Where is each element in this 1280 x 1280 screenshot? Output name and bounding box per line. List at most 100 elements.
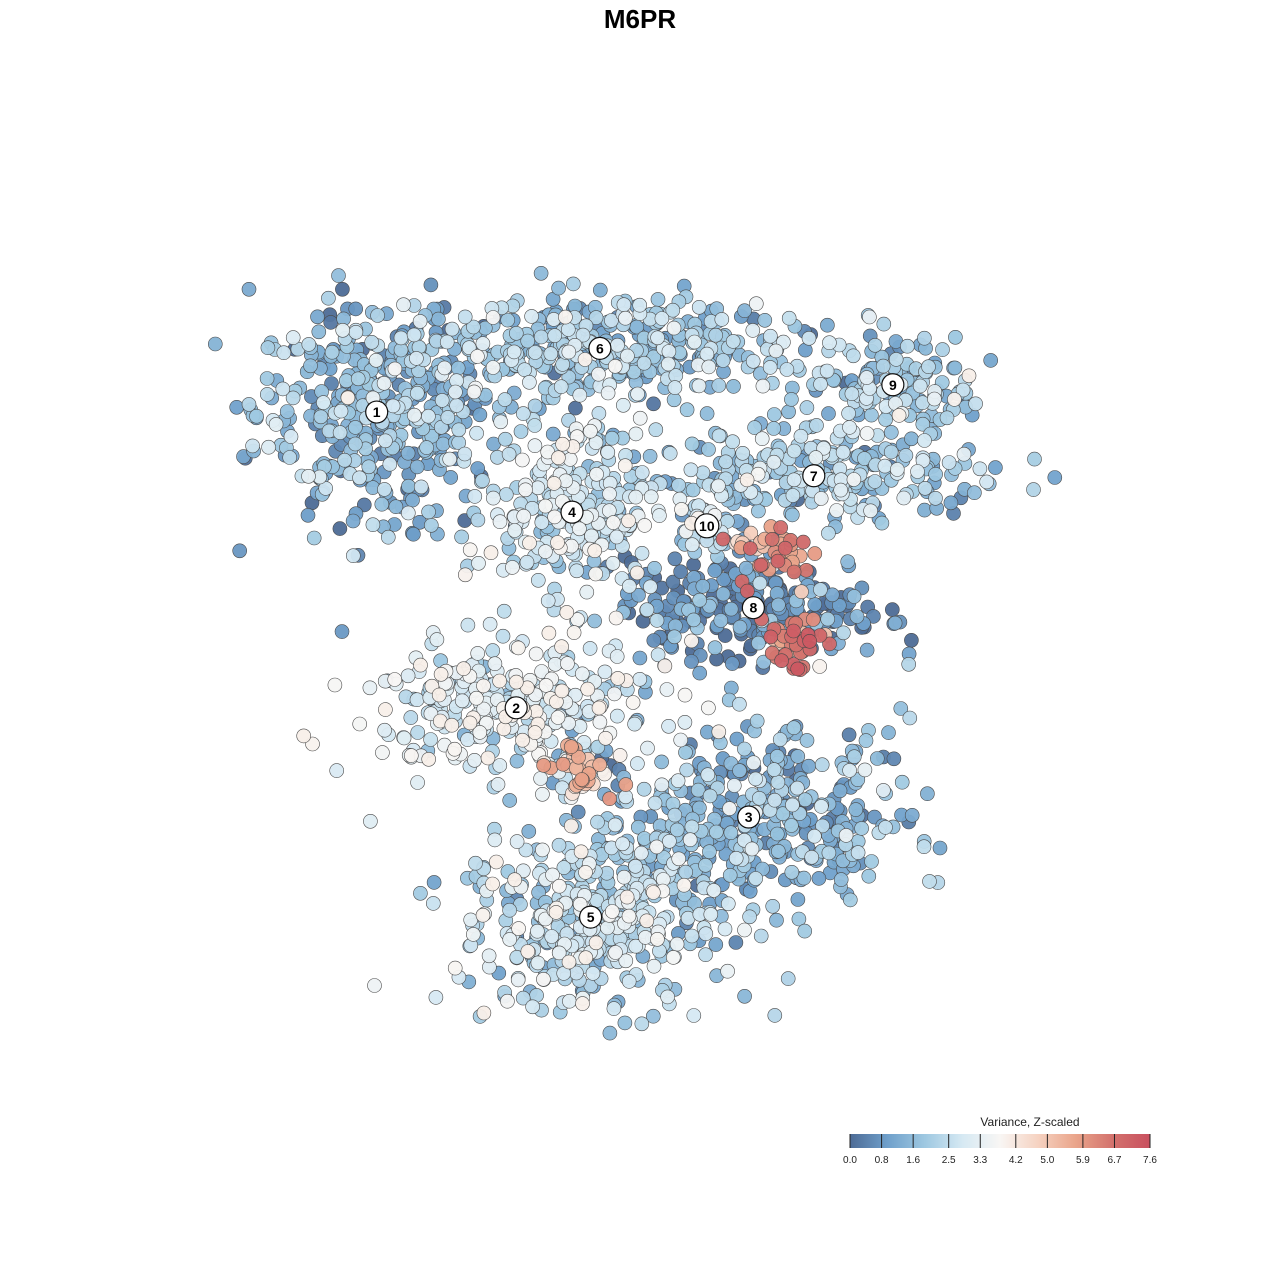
data-point — [577, 352, 593, 367]
data-point — [916, 839, 932, 855]
data-point — [711, 428, 727, 444]
data-point — [260, 340, 276, 356]
data-point — [797, 792, 813, 808]
data-point — [804, 849, 820, 865]
data-point — [967, 485, 982, 501]
data-point — [406, 526, 421, 542]
data-point — [646, 885, 661, 900]
data-point — [440, 410, 456, 425]
data-point — [245, 438, 260, 454]
data-point — [524, 309, 539, 324]
data-point — [702, 788, 718, 804]
data-point — [766, 421, 782, 436]
data-point — [434, 393, 450, 408]
data-point — [915, 416, 931, 432]
data-point — [820, 317, 835, 333]
data-point — [665, 574, 681, 590]
data-point — [812, 659, 828, 674]
data-point — [729, 731, 745, 747]
data-point — [364, 334, 380, 350]
cluster-label-2: 2 — [504, 696, 528, 720]
data-point — [1047, 470, 1063, 485]
data-point — [667, 380, 683, 395]
data-point — [527, 438, 543, 454]
cluster-label-badge — [578, 905, 603, 929]
data-point — [310, 309, 325, 325]
data-point — [457, 567, 473, 583]
data-point — [988, 460, 1003, 475]
data-point — [513, 424, 529, 439]
data-point — [535, 842, 550, 858]
data-point — [457, 309, 473, 325]
data-point — [943, 495, 959, 511]
data-point — [643, 579, 658, 595]
data-point — [738, 560, 754, 576]
data-point — [894, 774, 910, 790]
data-point — [813, 582, 828, 597]
data-point — [232, 543, 247, 559]
data-point — [772, 732, 788, 747]
data-point — [587, 613, 602, 629]
data-point — [600, 444, 616, 460]
data-point — [791, 911, 807, 927]
data-point — [572, 387, 588, 403]
data-point — [442, 451, 458, 467]
data-point — [527, 418, 543, 433]
data-point — [437, 360, 452, 376]
data-point — [538, 678, 554, 693]
data-point — [413, 885, 428, 901]
data-point — [633, 845, 649, 861]
data-point — [807, 546, 823, 561]
data-point — [387, 672, 403, 687]
data-point — [492, 758, 508, 773]
data-point — [748, 871, 764, 886]
data-point — [802, 633, 818, 649]
data-point — [684, 537, 700, 553]
data-point — [533, 771, 548, 786]
data-point — [846, 472, 862, 487]
data-point — [506, 344, 522, 360]
data-point — [469, 690, 484, 706]
data-point — [854, 821, 869, 836]
data-point — [470, 349, 485, 364]
cluster-label-badge — [737, 805, 761, 829]
data-point — [570, 804, 586, 820]
data-point — [337, 452, 352, 468]
data-point — [378, 702, 393, 717]
data-point — [368, 352, 384, 368]
data-point — [423, 732, 438, 747]
data-point — [615, 836, 630, 852]
data-point — [575, 327, 591, 343]
data-point — [545, 426, 561, 442]
data-point — [669, 936, 685, 952]
data-point — [498, 431, 513, 447]
cluster-label-1: 1 — [365, 400, 389, 424]
data-point — [662, 833, 677, 849]
data-point — [467, 752, 482, 768]
data-point — [400, 445, 416, 461]
data-point — [1026, 482, 1041, 497]
data-point — [786, 623, 801, 639]
data-point — [400, 505, 416, 521]
data-point — [808, 450, 824, 465]
data-point — [686, 557, 701, 573]
data-point — [740, 583, 755, 599]
data-point — [426, 875, 442, 890]
data-point — [602, 486, 617, 502]
data-point — [716, 572, 732, 587]
data-point — [859, 642, 875, 658]
data-point — [691, 378, 707, 394]
data-point — [686, 612, 702, 628]
data-point — [472, 725, 488, 740]
data-point — [409, 385, 425, 401]
data-point — [774, 653, 789, 669]
data-point — [560, 322, 576, 337]
data-point — [684, 654, 699, 669]
data-point — [377, 482, 392, 497]
data-point — [345, 548, 361, 564]
data-point — [910, 464, 925, 479]
data-point — [679, 402, 695, 418]
data-point — [352, 470, 367, 486]
data-point — [928, 490, 943, 506]
data-point — [507, 523, 523, 538]
